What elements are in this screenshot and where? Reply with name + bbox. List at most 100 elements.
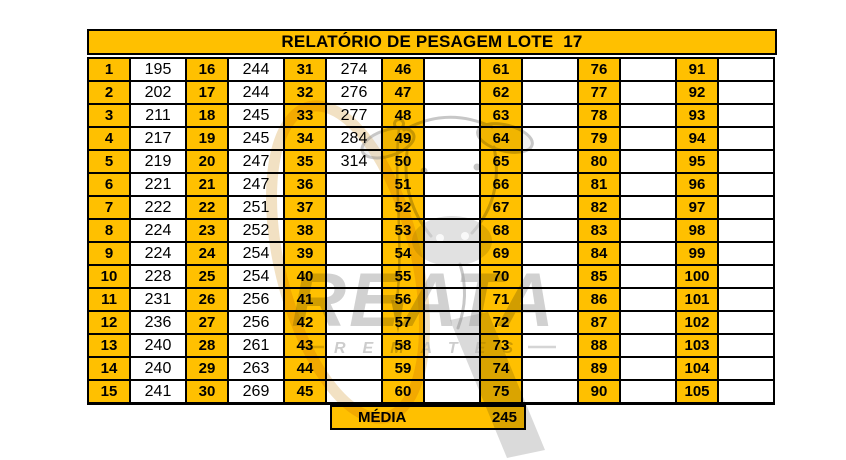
weight-value-cell: 202 xyxy=(129,80,187,105)
animal-number-cell: 47 xyxy=(381,80,425,105)
animal-number-cell: 37 xyxy=(283,195,327,220)
animal-number-cell: 78 xyxy=(577,103,621,128)
table-row: 10 228 25 254 40 55 70 85 100 xyxy=(87,264,775,289)
animal-number-cell: 104 xyxy=(675,356,719,381)
animal-number-cell: 91 xyxy=(675,57,719,82)
weight-value-cell: 251 xyxy=(227,195,285,220)
weight-value-cell xyxy=(423,80,481,105)
table-row: 7 222 22 251 37 52 67 82 97 xyxy=(87,195,775,220)
weight-value-cell xyxy=(717,310,775,335)
animal-number-cell: 90 xyxy=(577,379,621,405)
weight-value-cell xyxy=(619,126,677,151)
weight-value-cell xyxy=(325,287,383,312)
weight-value-cell: 211 xyxy=(129,103,187,128)
animal-number-cell: 42 xyxy=(283,310,327,335)
animal-number-cell: 62 xyxy=(479,80,523,105)
weight-value-cell xyxy=(423,103,481,128)
animal-number-cell: 2 xyxy=(87,80,131,105)
weight-value-cell xyxy=(521,172,579,197)
animal-number-cell: 21 xyxy=(185,172,229,197)
animal-number-cell: 58 xyxy=(381,333,425,358)
weight-value-cell: 222 xyxy=(129,195,187,220)
weight-value-cell xyxy=(521,103,579,128)
animal-number-cell: 23 xyxy=(185,218,229,243)
weight-value-cell xyxy=(717,287,775,312)
weight-value-cell xyxy=(423,172,481,197)
weight-value-cell xyxy=(521,287,579,312)
weight-value-cell: 314 xyxy=(325,149,383,174)
animal-number-cell: 53 xyxy=(381,218,425,243)
animal-number-cell: 35 xyxy=(283,149,327,174)
animal-number-cell: 65 xyxy=(479,149,523,174)
animal-number-cell: 19 xyxy=(185,126,229,151)
weight-value-cell: 245 xyxy=(227,103,285,128)
weight-value-cell xyxy=(423,195,481,220)
animal-number-cell: 63 xyxy=(479,103,523,128)
animal-number-cell: 7 xyxy=(87,195,131,220)
animal-number-cell: 66 xyxy=(479,172,523,197)
animal-number-cell: 100 xyxy=(675,264,719,289)
animal-number-cell: 28 xyxy=(185,333,229,358)
weight-value-cell xyxy=(619,195,677,220)
weight-value-cell: 231 xyxy=(129,287,187,312)
weight-value-cell: 236 xyxy=(129,310,187,335)
weight-value-cell xyxy=(619,241,677,266)
weight-value-cell xyxy=(423,310,481,335)
weight-value-cell xyxy=(325,333,383,358)
weight-value-cell: 254 xyxy=(227,241,285,266)
animal-number-cell: 11 xyxy=(87,287,131,312)
weight-value-cell xyxy=(717,126,775,151)
animal-number-cell: 94 xyxy=(675,126,719,151)
animal-number-cell: 33 xyxy=(283,103,327,128)
animal-number-cell: 24 xyxy=(185,241,229,266)
weight-value-cell xyxy=(521,310,579,335)
animal-number-cell: 75 xyxy=(479,379,523,405)
weight-value-cell xyxy=(619,103,677,128)
weight-value-cell: 256 xyxy=(227,310,285,335)
weight-value-cell xyxy=(325,264,383,289)
animal-number-cell: 36 xyxy=(283,172,327,197)
weight-value-cell xyxy=(521,126,579,151)
animal-number-cell: 87 xyxy=(577,310,621,335)
animal-number-cell: 41 xyxy=(283,287,327,312)
weight-value-cell xyxy=(423,379,481,405)
weight-value-cell xyxy=(423,149,481,174)
animal-number-cell: 83 xyxy=(577,218,621,243)
weight-value-cell: 240 xyxy=(129,356,187,381)
animal-number-cell: 70 xyxy=(479,264,523,289)
table-row: 3 211 18 245 33 277 48 63 78 93 xyxy=(87,103,775,128)
weight-value-cell xyxy=(717,57,775,82)
animal-number-cell: 60 xyxy=(381,379,425,405)
animal-number-cell: 61 xyxy=(479,57,523,82)
average-bar: MÉDIA 245 xyxy=(330,405,526,430)
weight-value-cell: 274 xyxy=(325,57,383,82)
animal-number-cell: 4 xyxy=(87,126,131,151)
weight-value-cell xyxy=(717,149,775,174)
weight-value-cell xyxy=(521,80,579,105)
animal-number-cell: 71 xyxy=(479,287,523,312)
weight-value-cell xyxy=(423,241,481,266)
animal-number-cell: 27 xyxy=(185,310,229,335)
animal-number-cell: 52 xyxy=(381,195,425,220)
report-title: RELATÓRIO DE PESAGEM LOTE 17 xyxy=(281,32,583,51)
weight-value-cell xyxy=(521,241,579,266)
table-row: 4 217 19 245 34 284 49 64 79 94 xyxy=(87,126,775,151)
weight-value-cell: 224 xyxy=(129,218,187,243)
weight-value-cell xyxy=(619,57,677,82)
animal-number-cell: 13 xyxy=(87,333,131,358)
animal-number-cell: 25 xyxy=(185,264,229,289)
weight-value-cell xyxy=(325,356,383,381)
weight-value-cell: 284 xyxy=(325,126,383,151)
animal-number-cell: 88 xyxy=(577,333,621,358)
animal-number-cell: 92 xyxy=(675,80,719,105)
weight-value-cell: 228 xyxy=(129,264,187,289)
weight-value-cell xyxy=(521,57,579,82)
weight-value-cell xyxy=(717,264,775,289)
table-row: 13 240 28 261 43 58 73 88 103 xyxy=(87,333,775,358)
animal-number-cell: 10 xyxy=(87,264,131,289)
animal-number-cell: 49 xyxy=(381,126,425,151)
average-value: 245 xyxy=(491,409,517,426)
weight-value-cell xyxy=(717,241,775,266)
animal-number-cell: 99 xyxy=(675,241,719,266)
